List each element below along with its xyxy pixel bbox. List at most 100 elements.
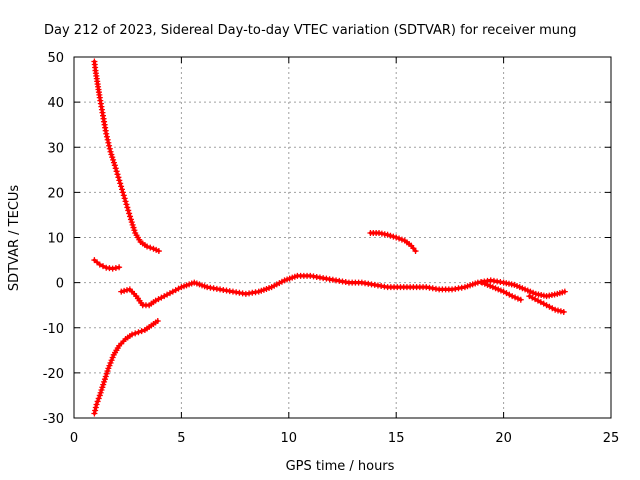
data-point [120, 192, 127, 199]
data-point [123, 201, 130, 208]
data-point [117, 180, 124, 187]
data-point [111, 162, 118, 169]
data-point [107, 148, 114, 155]
data-point [135, 329, 142, 336]
data-point [138, 328, 145, 335]
data-point [119, 189, 126, 196]
data-point [517, 296, 524, 303]
data-point [127, 213, 134, 220]
y-tick-label: 0 [56, 277, 64, 292]
data-point [495, 286, 502, 293]
data-point [489, 284, 496, 291]
y-tick-label: 50 [47, 51, 64, 66]
series-branch-after-21h [526, 293, 567, 315]
data-point [107, 359, 114, 366]
y-tick-label: -30 [43, 412, 64, 427]
data-point [126, 210, 133, 217]
x-axis-label: GPS time / hours [286, 459, 395, 474]
data-point [105, 139, 112, 146]
y-tick-label: 20 [47, 186, 64, 201]
x-tick-label: 20 [495, 431, 512, 446]
data-point [105, 365, 112, 372]
data-point [130, 224, 137, 231]
series-line [92, 319, 160, 416]
data-point [128, 219, 135, 226]
data-point [103, 133, 110, 140]
data-point [116, 177, 123, 184]
data-point [127, 216, 134, 223]
data-point [91, 410, 98, 417]
data-point [108, 151, 115, 158]
data-point [106, 362, 113, 369]
series-arc-rising-low [91, 317, 161, 417]
data-point [99, 384, 106, 391]
data-point [96, 392, 103, 399]
y-tick-label: 30 [47, 141, 64, 156]
x-tick-label: 10 [281, 431, 298, 446]
data-point [104, 136, 111, 143]
data-point [147, 244, 154, 251]
y-tick-label: -20 [43, 367, 64, 382]
data-point [101, 378, 108, 385]
data-point [104, 368, 111, 375]
data-point [98, 387, 105, 394]
data-point [560, 308, 567, 315]
data-point [393, 234, 400, 241]
data-point [106, 145, 113, 152]
data-point [124, 204, 131, 211]
data-point [492, 285, 499, 292]
data-point [561, 288, 568, 295]
data-point [481, 280, 488, 287]
data-point [552, 306, 559, 313]
data-point [129, 221, 136, 228]
data-point [115, 174, 122, 181]
data-point [100, 381, 107, 388]
data-point [514, 283, 521, 290]
data-point [524, 287, 531, 294]
data-point [153, 246, 160, 253]
data-point [412, 248, 419, 255]
data-point [94, 398, 101, 405]
data-point [557, 308, 564, 315]
data-point [93, 401, 100, 408]
x-tick-label: 5 [177, 431, 185, 446]
data-point [112, 165, 119, 172]
data-point [101, 376, 108, 383]
data-point [114, 171, 121, 178]
data-point [125, 207, 132, 214]
data-point [116, 264, 123, 271]
data-point [122, 198, 129, 205]
data-point [99, 263, 106, 270]
data-point [109, 265, 116, 272]
data-marks [91, 58, 568, 417]
data-point [102, 373, 109, 380]
chart-title: Day 212 of 2023, Sidereal Day-to-day VTE… [44, 23, 577, 38]
x-tick-label: 15 [388, 431, 405, 446]
y-tick-label: -10 [43, 322, 64, 337]
y-axis-label: SDTVAR / TECUs [7, 185, 22, 292]
data-point [398, 236, 405, 243]
data-point [150, 245, 157, 252]
data-point [118, 186, 125, 193]
data-point [108, 357, 115, 364]
data-point [106, 142, 113, 149]
x-axis: 0 5 10 15 20 25 [70, 57, 619, 446]
data-point [155, 248, 162, 255]
data-point [516, 284, 523, 291]
y-axis: -30 -20 -10 0 10 20 30 40 50 [43, 51, 611, 427]
series-line [92, 59, 161, 253]
data-point [132, 330, 139, 337]
data-point [396, 235, 403, 242]
data-point [103, 130, 110, 137]
data-point [131, 227, 138, 234]
data-point [555, 307, 562, 314]
data-point [110, 159, 117, 166]
data-point [390, 233, 397, 240]
series-arc-falling-high [91, 58, 162, 255]
data-point [113, 168, 120, 175]
data-point [387, 232, 394, 239]
data-point [484, 281, 491, 288]
data-point [118, 288, 125, 295]
data-point [144, 243, 151, 250]
